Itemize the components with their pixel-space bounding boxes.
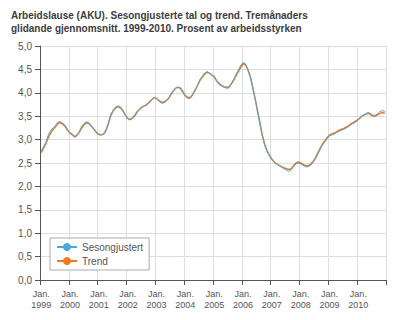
svg-text:2009: 2009 — [320, 300, 340, 310]
svg-text:5,0: 5,0 — [18, 41, 32, 52]
svg-text:0,5: 0,5 — [18, 251, 32, 262]
svg-text:2001: 2001 — [89, 300, 109, 310]
svg-text:glidande gjennomsnitt. 1999-20: glidande gjennomsnitt. 1999-2010. Prosen… — [11, 23, 302, 34]
svg-text:2000: 2000 — [60, 300, 80, 310]
svg-text:Jan.: Jan. — [119, 289, 136, 299]
svg-text:Jan.: Jan. — [350, 289, 367, 299]
svg-text:Jan.: Jan. — [235, 289, 252, 299]
svg-text:2003: 2003 — [147, 300, 167, 310]
svg-text:4,5: 4,5 — [18, 64, 32, 75]
svg-text:3,0: 3,0 — [18, 134, 32, 145]
svg-text:2006: 2006 — [233, 300, 253, 310]
svg-text:Arbeidslause (AKU). Sesongjust: Arbeidslause (AKU). Sesongjusterte tal o… — [11, 10, 308, 21]
svg-text:2002: 2002 — [118, 300, 138, 310]
svg-text:Trend: Trend — [82, 256, 108, 267]
svg-text:Jan.: Jan. — [62, 289, 79, 299]
svg-text:1999: 1999 — [31, 300, 51, 310]
svg-text:2,0: 2,0 — [18, 181, 32, 192]
svg-text:2,5: 2,5 — [18, 158, 32, 169]
svg-text:Jan.: Jan. — [148, 289, 165, 299]
svg-text:1,5: 1,5 — [18, 204, 32, 215]
svg-text:2007: 2007 — [262, 300, 282, 310]
svg-text:2008: 2008 — [291, 300, 311, 310]
svg-text:Jan.: Jan. — [177, 289, 194, 299]
svg-text:Jan.: Jan. — [292, 289, 309, 299]
svg-text:3,5: 3,5 — [18, 111, 32, 122]
svg-text:Sesongjustert: Sesongjustert — [82, 242, 143, 253]
svg-text:1,0: 1,0 — [18, 228, 32, 239]
svg-text:0,0: 0,0 — [18, 275, 32, 286]
svg-text:Jan.: Jan. — [206, 289, 223, 299]
svg-text:2004: 2004 — [175, 300, 195, 310]
svg-text:Jan.: Jan. — [321, 289, 338, 299]
svg-text:4,0: 4,0 — [18, 87, 32, 98]
svg-text:Jan.: Jan. — [263, 289, 280, 299]
svg-text:Jan.: Jan. — [90, 289, 107, 299]
svg-text:2010: 2010 — [348, 300, 368, 310]
svg-text:2005: 2005 — [204, 300, 224, 310]
svg-text:Jan.: Jan. — [33, 289, 50, 299]
